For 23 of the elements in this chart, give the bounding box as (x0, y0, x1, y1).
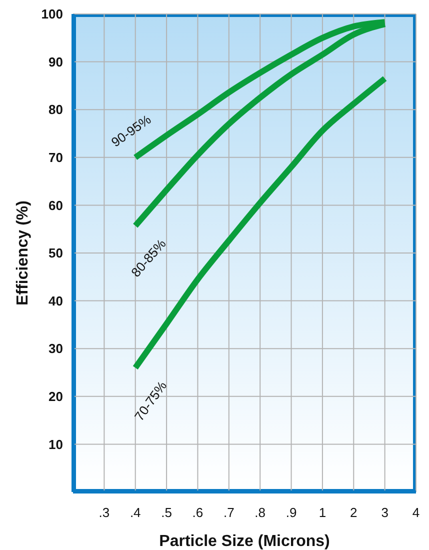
y-tick-label: 80 (48, 102, 63, 118)
x-tick-label: 4 (412, 505, 420, 520)
x-tick-label: 1 (318, 505, 326, 520)
y-tick-label: 90 (48, 54, 63, 70)
y-tick-label: 60 (48, 198, 63, 213)
x-tick-label: 2 (350, 505, 358, 520)
x-tick-label: .9 (286, 505, 297, 520)
x-axis-title: Particle Size (Microns) (159, 533, 330, 550)
x-tick-label: .5 (161, 505, 172, 520)
y-tick-label: 40 (48, 293, 63, 308)
x-tick-label: .3 (98, 505, 110, 520)
x-tick-label: 3 (381, 505, 388, 520)
y-tick-label: 50 (48, 246, 63, 261)
y-axis-title: Efficiency (%) (14, 200, 32, 306)
y-tick-label: 20 (48, 389, 63, 404)
y-tick-label: 70 (48, 150, 63, 166)
y-tick-label: 30 (48, 341, 63, 356)
y-tick-label: 100 (41, 6, 63, 22)
x-tick-label: .4 (130, 505, 141, 520)
x-tick-label: .6 (192, 505, 204, 520)
x-tick-label: .8 (254, 505, 266, 520)
y-tick-label: 10 (48, 436, 63, 452)
x-tick-label: .7 (223, 505, 234, 520)
